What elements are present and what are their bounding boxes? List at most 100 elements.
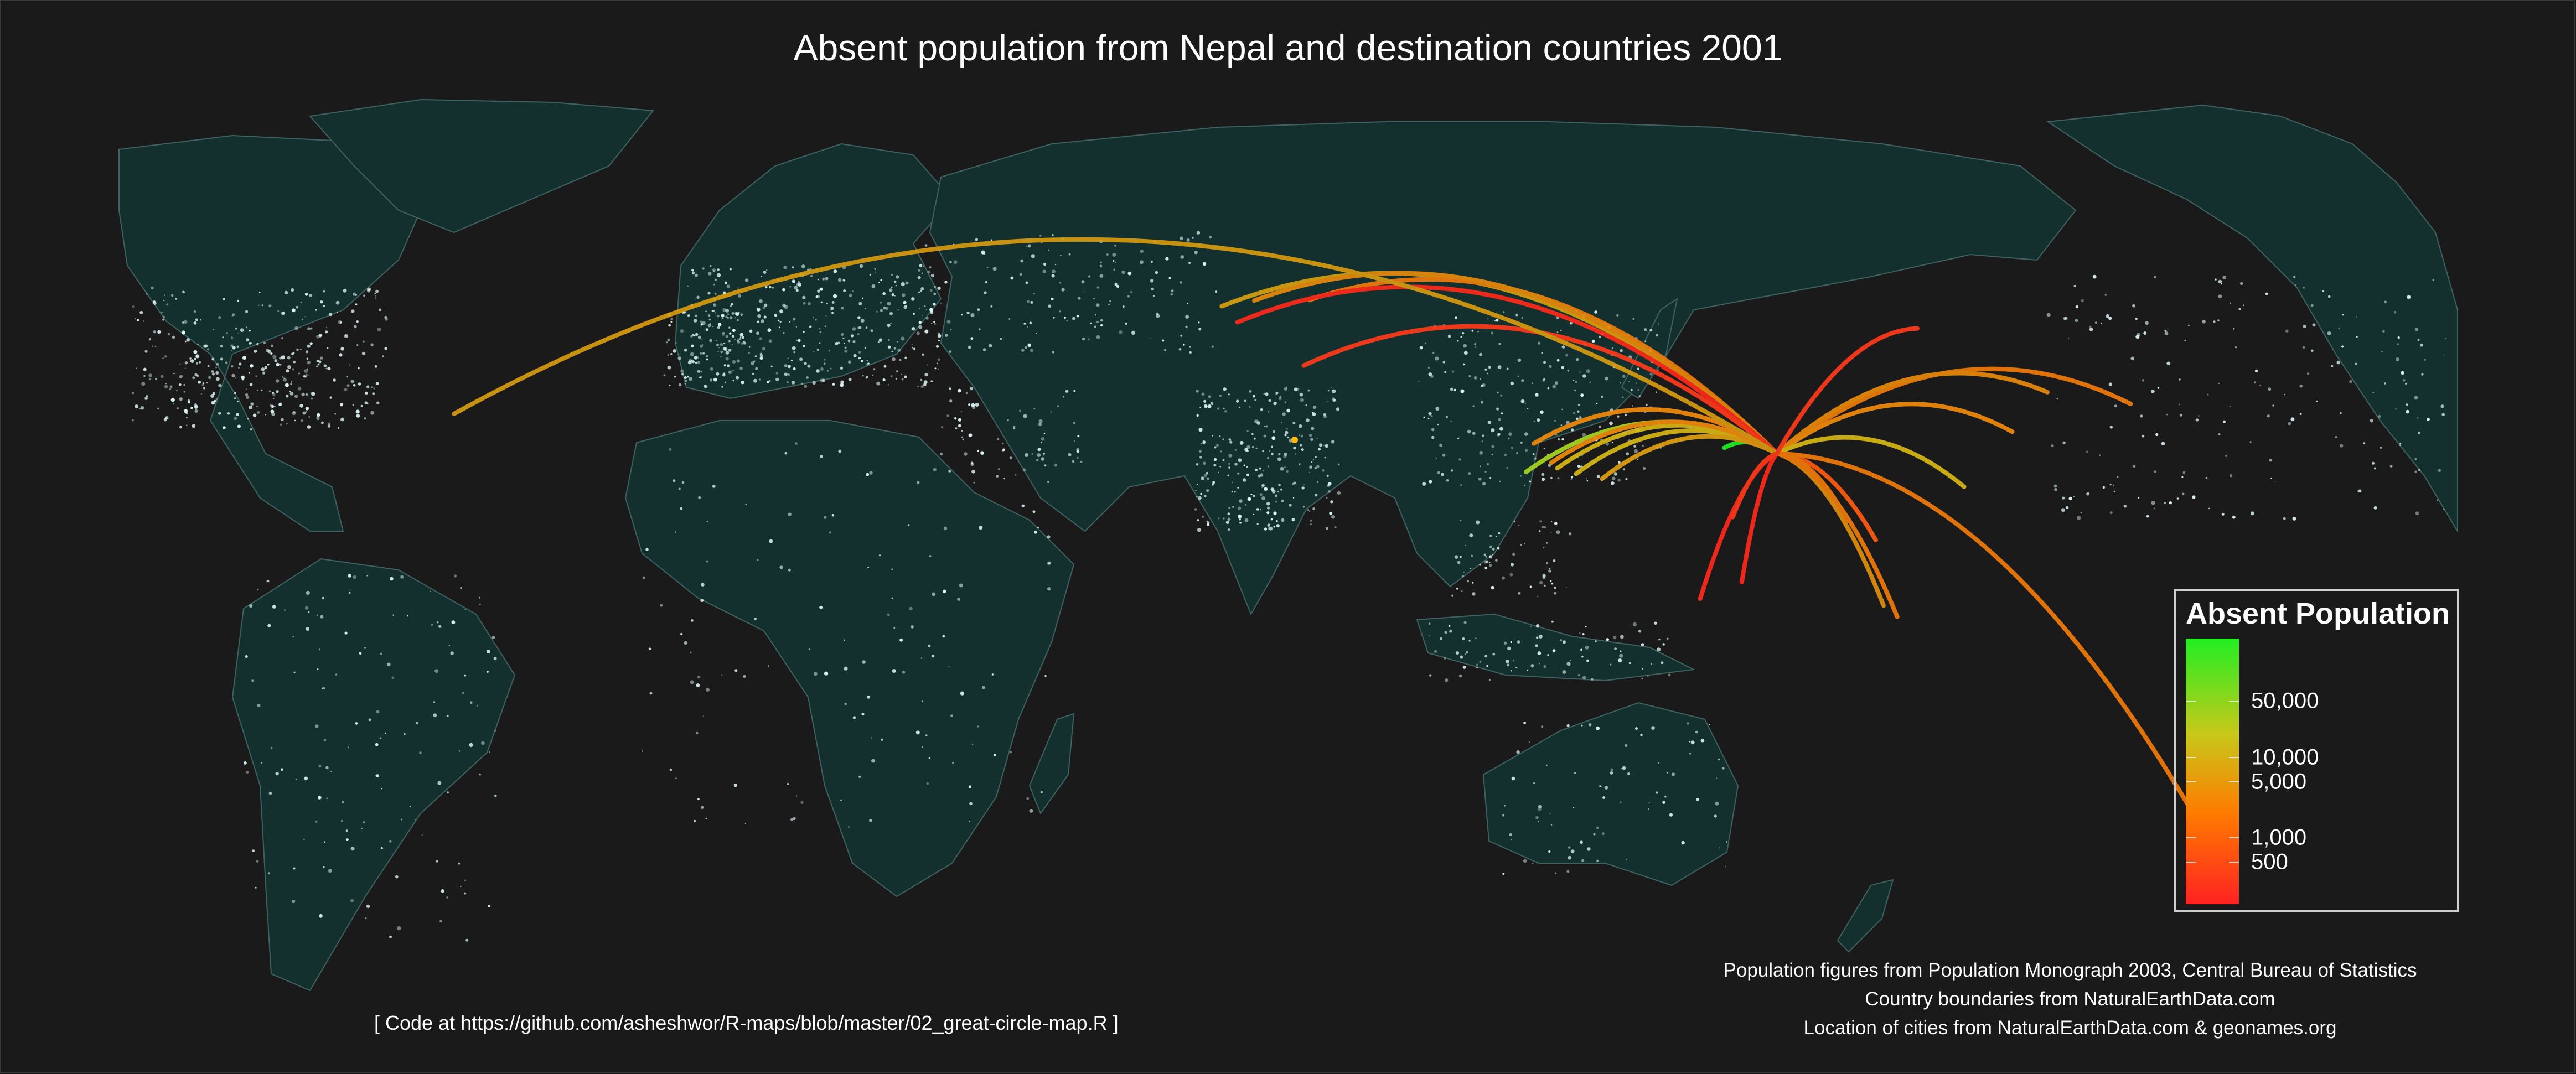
city-light: [1558, 438, 1560, 440]
city-light: [179, 426, 182, 429]
city-light: [1527, 669, 1529, 671]
city-light: [1498, 532, 1501, 535]
city-light: [1065, 390, 1069, 393]
city-light: [307, 361, 311, 365]
city-light: [687, 360, 692, 365]
city-light: [1310, 438, 1313, 442]
city-light: [1507, 437, 1510, 440]
city-light: [437, 621, 439, 624]
city-light: [389, 935, 392, 938]
city-light: [787, 373, 790, 376]
city-light: [977, 450, 979, 452]
legend-tick-label: 1,000: [2251, 825, 2307, 850]
city-light: [260, 389, 263, 392]
city-light: [1725, 866, 1726, 868]
city-light: [949, 470, 951, 473]
city-light: [1225, 521, 1229, 524]
city-light: [370, 343, 374, 346]
city-light: [2179, 378, 2181, 381]
city-light: [1484, 566, 1488, 569]
city-light: [2135, 318, 2138, 320]
city-light: [705, 310, 707, 312]
city-light: [690, 651, 692, 653]
city-light: [849, 294, 852, 297]
flow-arc: [1252, 271, 1780, 456]
city-light: [705, 818, 707, 819]
city-light: [308, 416, 311, 418]
city-light: [1482, 434, 1485, 438]
alaska-landmass: [2046, 104, 2458, 533]
city-light: [1052, 234, 1054, 236]
code-note: [ Code at https://github.com/asheshwor/R…: [374, 1011, 1119, 1034]
city-light: [858, 326, 862, 329]
city-light: [1509, 573, 1513, 577]
city-light: [1623, 468, 1626, 471]
city-light: [803, 302, 806, 305]
city-light: [1463, 351, 1468, 355]
city-light: [218, 412, 221, 415]
city-light: [937, 334, 942, 338]
city-light: [1422, 482, 1426, 486]
city-light: [157, 407, 159, 410]
city-light: [2181, 476, 2184, 478]
city-light: [1587, 847, 1591, 851]
city-light: [1469, 533, 1473, 538]
city-light: [764, 303, 768, 307]
city-light: [203, 387, 205, 390]
city-light: [958, 418, 962, 422]
city-light: [1310, 523, 1312, 525]
city-light: [292, 308, 296, 313]
city-light: [680, 632, 683, 636]
city-light: [697, 356, 700, 359]
city-light: [157, 330, 161, 334]
city-light: [857, 333, 860, 336]
city-light: [1529, 480, 1532, 483]
city-light: [1041, 442, 1042, 443]
city-light: [642, 576, 645, 579]
city-light: [1576, 417, 1579, 421]
city-light: [2414, 396, 2418, 400]
city-light: [272, 393, 276, 397]
city-light: [1450, 387, 1453, 391]
city-light: [2222, 276, 2227, 279]
city-light: [801, 264, 805, 268]
city-light: [961, 430, 963, 432]
city-light: [740, 313, 743, 316]
city-light: [1127, 271, 1132, 276]
city-light: [741, 336, 744, 339]
city-light: [922, 746, 923, 748]
city-light: [728, 326, 731, 329]
city-light: [1548, 568, 1550, 570]
city-light: [1047, 587, 1051, 591]
city-light: [1180, 334, 1183, 337]
city-light: [865, 377, 868, 379]
city-light: [721, 314, 725, 318]
city-light: [1109, 300, 1111, 303]
city-light: [942, 635, 945, 638]
city-light: [320, 300, 323, 304]
legend-tick-label: 10,000: [2251, 745, 2319, 770]
city-light: [339, 353, 343, 357]
city-light: [928, 757, 930, 759]
city-light: [1495, 318, 1499, 322]
city-light: [801, 382, 803, 385]
city-light: [911, 344, 913, 345]
city-light: [1418, 381, 1420, 382]
city-light: [237, 401, 239, 402]
city-light: [144, 397, 148, 400]
city-light: [925, 309, 927, 311]
city-light: [876, 381, 881, 386]
city-light: [186, 338, 190, 342]
city-light: [1535, 644, 1538, 647]
city-light: [366, 904, 370, 909]
city-light: [913, 313, 915, 315]
city-light: [972, 743, 974, 745]
city-light: [1267, 506, 1270, 510]
city-light: [2063, 317, 2067, 320]
city-light: [1227, 512, 1230, 515]
city-light: [917, 276, 921, 279]
city-light: [1491, 585, 1494, 590]
city-light: [139, 408, 141, 409]
city-light: [2217, 319, 2220, 321]
city-light: [935, 345, 939, 348]
